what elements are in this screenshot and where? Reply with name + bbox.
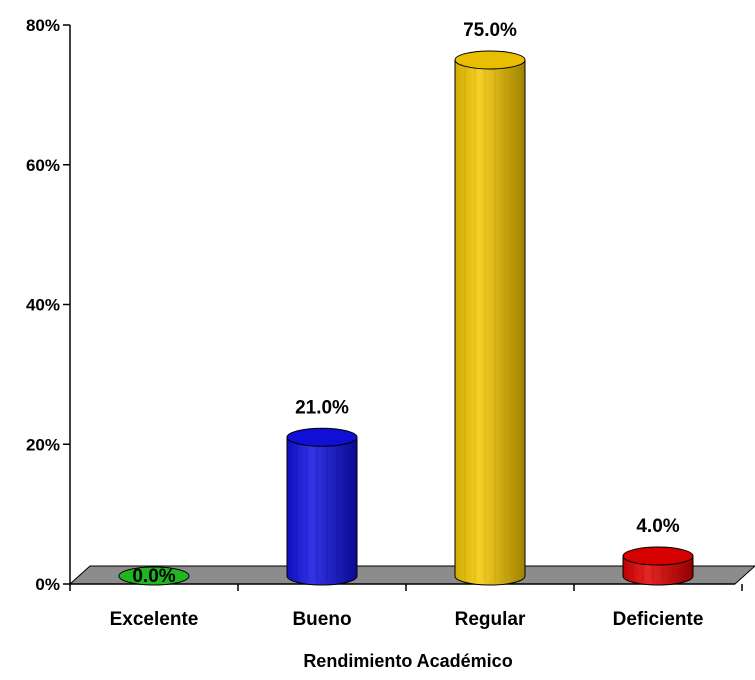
- y-tick-label: 80%: [26, 16, 60, 35]
- data-label: 75.0%: [463, 20, 517, 41]
- x-tick-label: Deficiente: [613, 609, 704, 630]
- bar-deficiente: [622, 546, 694, 586]
- y-tick-label: 20%: [26, 435, 60, 454]
- bar-body: [286, 436, 358, 586]
- bar-top: [454, 50, 526, 70]
- x-axis-title: Rendimiento Académico: [303, 651, 512, 671]
- bar-top: [286, 427, 358, 447]
- data-label: 21.0%: [295, 397, 349, 418]
- x-tick-label: Excelente: [110, 609, 199, 630]
- bar-top: [118, 566, 190, 586]
- bar-bueno: [286, 427, 358, 586]
- data-label: 0.0%: [132, 566, 175, 587]
- bar-top: [622, 546, 694, 566]
- bar-body: [454, 59, 526, 586]
- data-label: 4.0%: [636, 516, 679, 537]
- y-tick-label: 40%: [26, 296, 60, 315]
- x-tick-label: Regular: [455, 609, 526, 630]
- x-tick-label: Bueno: [292, 609, 351, 630]
- bar-excelente: [118, 566, 190, 586]
- bar-regular: [454, 50, 526, 586]
- y-tick-label: 0%: [35, 575, 60, 594]
- y-tick-label: 60%: [26, 156, 60, 175]
